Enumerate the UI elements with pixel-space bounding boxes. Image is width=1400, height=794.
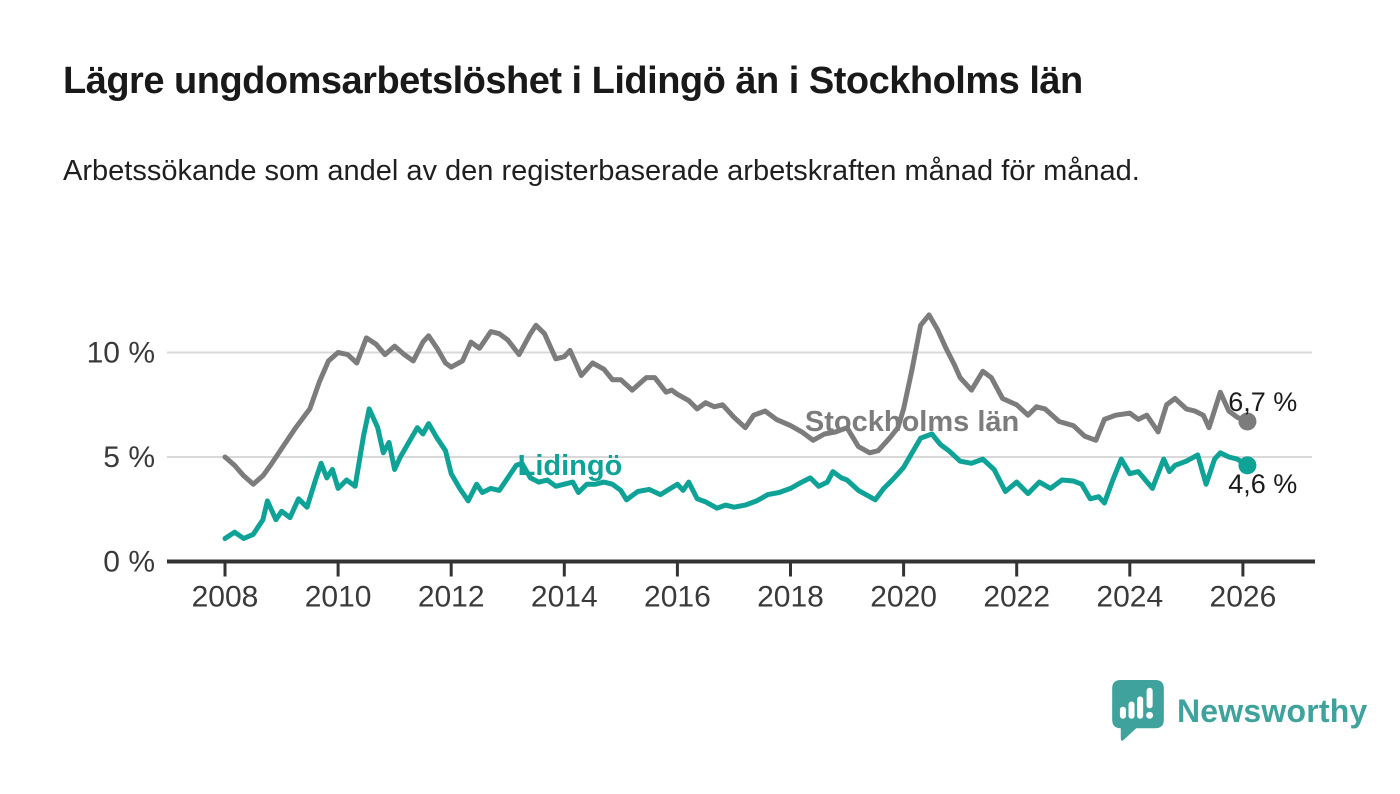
x-tick-label-2016: 2016 bbox=[644, 581, 711, 614]
series-label-lidingo: Lidingö bbox=[518, 450, 623, 482]
chart-title: Lägre ungdomsarbetslöshet i Lidingö än i… bbox=[63, 60, 1083, 102]
end-value-label-lidingo: 4,6 % bbox=[1228, 469, 1297, 499]
logo-bar-small bbox=[1119, 706, 1126, 719]
y-tick-label-0: 0 % bbox=[103, 546, 155, 579]
chart-subtitle: Arbetssökande som andel av den registerb… bbox=[63, 155, 1140, 187]
series-label-stockholms-lan: Stockholms län bbox=[805, 406, 1019, 438]
x-tick-label-2020: 2020 bbox=[870, 581, 937, 614]
x-tick-label-2022: 2022 bbox=[983, 581, 1050, 614]
end-value-label-stockholms-lan: 6,7 % bbox=[1228, 387, 1297, 417]
logo-exclamation-bar bbox=[1146, 687, 1153, 709]
x-tick-label-2026: 2026 bbox=[1210, 581, 1277, 614]
x-tick-label-2024: 2024 bbox=[1096, 581, 1163, 614]
logo-exclamation-dot bbox=[1146, 711, 1154, 719]
x-tick-label-2014: 2014 bbox=[531, 581, 598, 614]
x-tick-label-2012: 2012 bbox=[418, 581, 485, 614]
logo-bar-large bbox=[1137, 696, 1144, 719]
series-line-lidingo bbox=[222, 406, 1250, 541]
x-tick-label-2018: 2018 bbox=[757, 581, 824, 614]
newsworthy-logo-icon bbox=[1112, 680, 1164, 741]
logo-bar-medium bbox=[1128, 701, 1135, 719]
x-tick-label-2008: 2008 bbox=[192, 581, 259, 614]
y-tick-label-5: 5 % bbox=[103, 441, 155, 474]
y-tick-label-10: 10 % bbox=[87, 337, 155, 370]
x-tick-label-2010: 2010 bbox=[305, 581, 372, 614]
series-end-dot-stockholms-lan bbox=[1238, 412, 1257, 431]
newsworthy-brand: Newsworthy bbox=[1112, 680, 1367, 742]
newsworthy-logo-text: Newsworthy bbox=[1177, 692, 1368, 729]
series-line-stockholms-lan bbox=[222, 312, 1250, 487]
series-end-dot-lidingo bbox=[1238, 456, 1257, 475]
